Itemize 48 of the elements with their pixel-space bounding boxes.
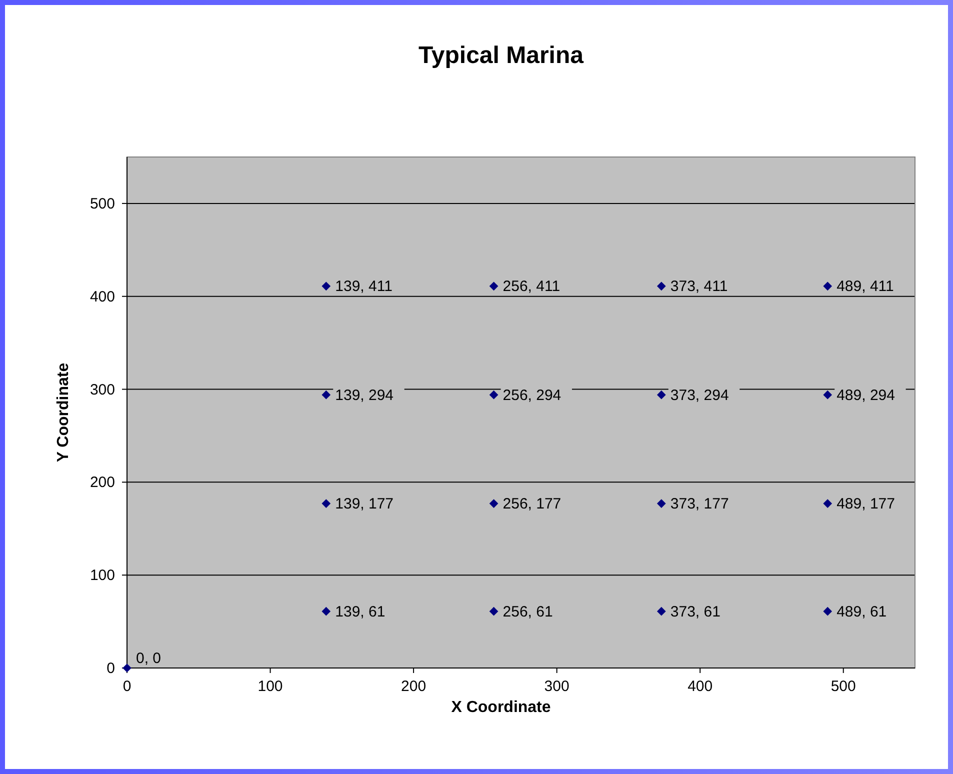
point [322, 606, 331, 616]
x-tick-label: 0 [122, 678, 132, 695]
y-tick-label: 400 [90, 288, 115, 306]
data-label: 373, 411 [670, 278, 728, 296]
chart-title: Typical Marina [418, 42, 584, 69]
x-tick-label: 500 [830, 678, 856, 695]
point [322, 390, 331, 400]
x-tick-label: 200 [401, 678, 426, 695]
point [823, 606, 832, 616]
point [656, 390, 666, 400]
point [489, 606, 498, 616]
data-label: 139, 61 [335, 603, 386, 620]
y-axis-title: Y Coordinate [55, 362, 72, 462]
y-tick-label: 0 [106, 660, 115, 677]
y-tick-label: 300 [90, 381, 115, 398]
data-label: 256, 294 [502, 386, 562, 404]
x-tick-label: 400 [688, 678, 713, 695]
data-label: 373, 177 [670, 496, 729, 513]
x-tick-label: 300 [544, 678, 570, 695]
point [322, 282, 331, 291]
point [489, 390, 498, 400]
data-label: 139, 177 [335, 496, 394, 513]
point [823, 390, 832, 400]
data-label: 489, 61 [836, 603, 887, 620]
point [823, 282, 832, 291]
data-label: 256, 61 [502, 603, 553, 620]
data-label: 489, 177 [836, 496, 895, 513]
x-axis-title: X Coordinate [451, 699, 551, 716]
y-tick-label: 500 [90, 195, 115, 212]
point [489, 282, 498, 291]
data-label: 489, 411 [836, 278, 894, 296]
data-label: 489, 294 [836, 386, 895, 404]
point [656, 499, 666, 508]
x-tick-label: 100 [258, 678, 283, 695]
data-label: 256, 177 [502, 496, 562, 513]
data-label: 256, 411 [502, 278, 560, 296]
point [656, 282, 666, 291]
data-label: 373, 61 [670, 603, 720, 620]
point [823, 499, 832, 508]
data-label: 139, 294 [335, 386, 394, 404]
point [322, 499, 331, 508]
data-label: 139, 411 [335, 278, 392, 296]
data-label: 0, 0 [136, 650, 162, 667]
y-tick-label: 200 [90, 474, 115, 492]
point [489, 499, 498, 508]
y-tick-label: 100 [90, 567, 115, 584]
point [656, 606, 666, 616]
data-label: 373, 294 [670, 386, 729, 404]
